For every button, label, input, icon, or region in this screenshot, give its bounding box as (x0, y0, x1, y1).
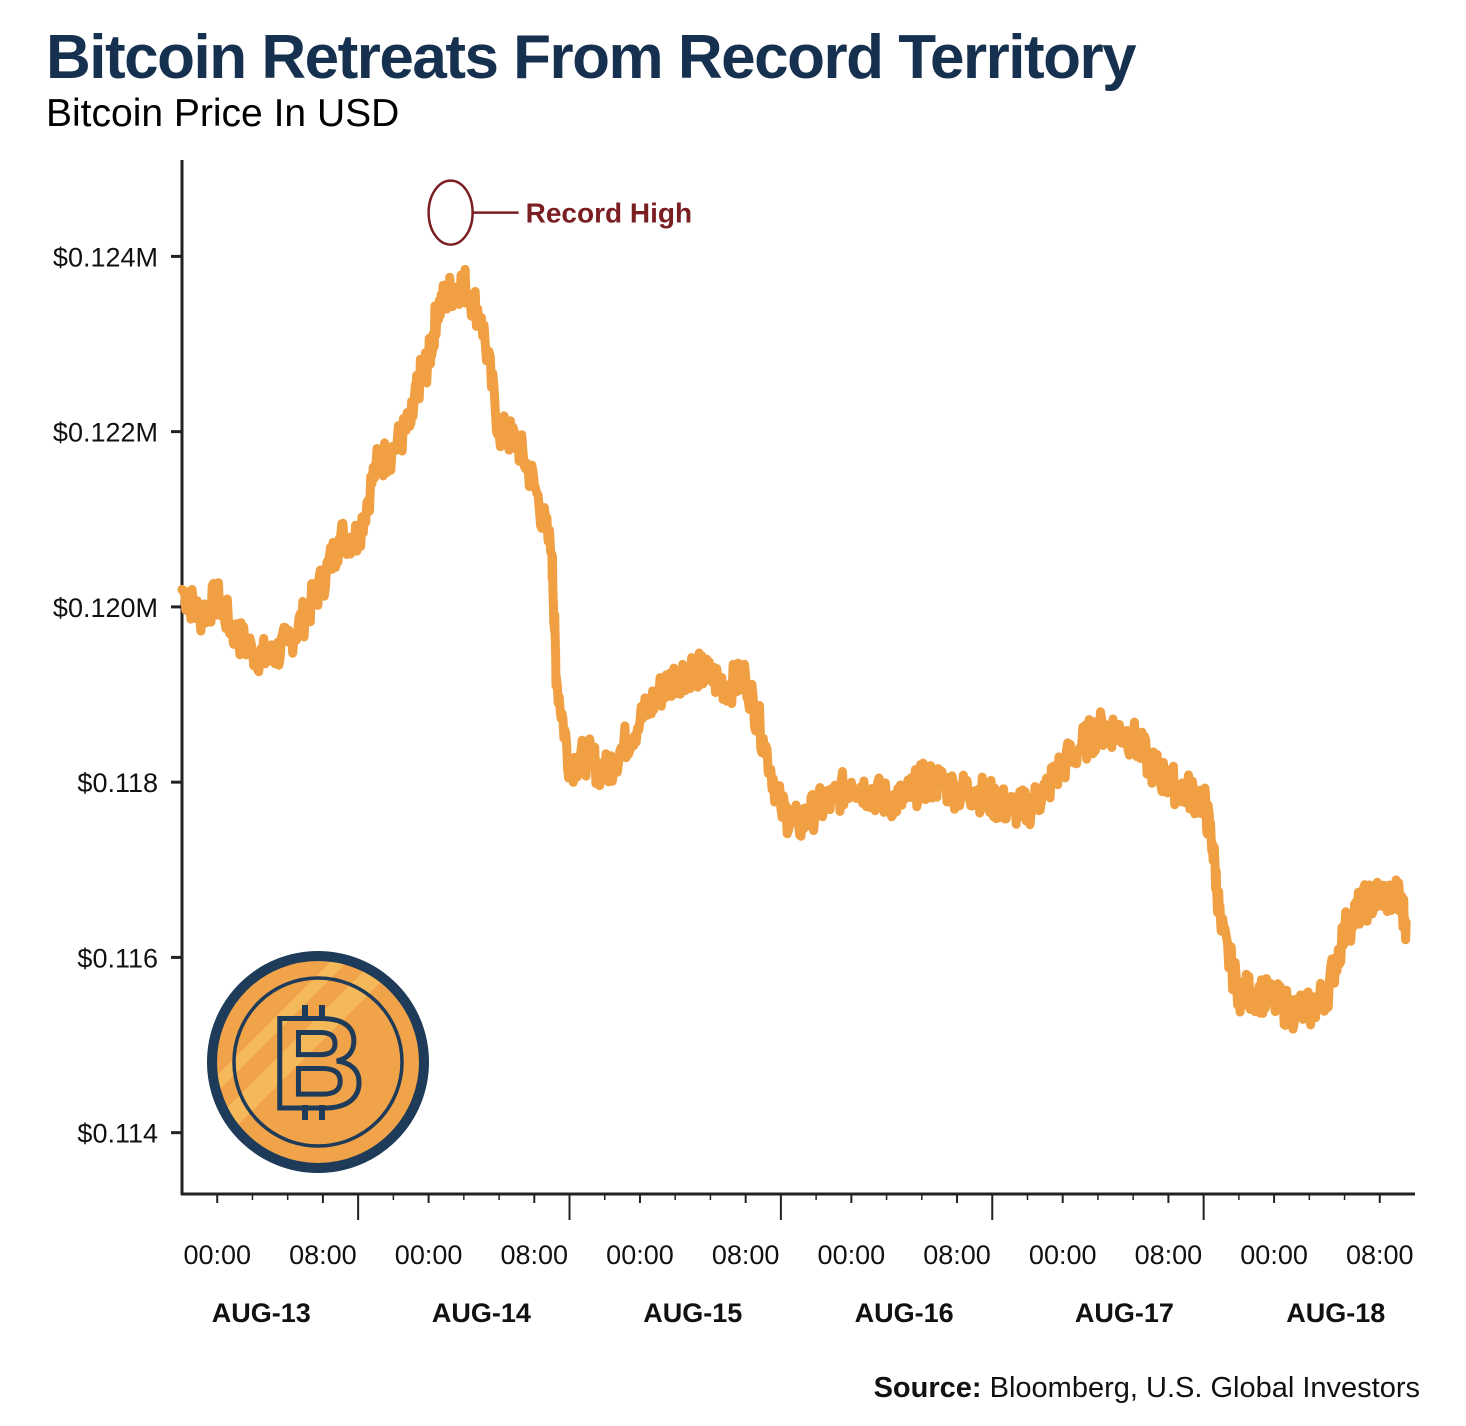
y-tick-label: $0.120M (53, 593, 158, 623)
x-axis-ticks: 00:00 08:00 00:00 08:00 00:00 08:00 00:00 08:00… (183, 1194, 1414, 1270)
source-note: Source: Bloomberg, U.S. Global Investors (874, 1372, 1420, 1405)
svg-text:B: B (271, 990, 365, 1136)
y-tick-label: $0.114 (77, 1119, 158, 1149)
source-label: Source: (873, 1372, 982, 1404)
x-tick-label: 00:00 (818, 1240, 886, 1270)
record-high-annotation: Record High (427, 179, 692, 246)
day-label: AUG-14 (432, 1298, 531, 1328)
x-axis-day-labels: AUG-13 AUG-14 AUG-15 AUG-16 AUG-17 AUG-18 (212, 1298, 1386, 1328)
chart-subtitle: Bitcoin Price In USD (46, 92, 400, 135)
y-tick-label: $0.116 (77, 943, 158, 973)
day-label: AUG-13 (212, 1298, 311, 1328)
x-tick-label: 00:00 (1240, 1240, 1308, 1270)
bitcoin-coin-icon: B (207, 951, 429, 1173)
y-tick-label: $0.124M (53, 242, 158, 272)
source-text: Bloomberg, U.S. Global Investors (989, 1372, 1420, 1404)
record-high-label: Record High (526, 198, 692, 229)
y-axis-ticks: $0.124M $0.122M $0.120M $0.118 $0.116 $0.114 (53, 242, 182, 1149)
y-tick-label: $0.118 (77, 768, 158, 798)
day-label: AUG-17 (1075, 1298, 1174, 1328)
bitcoin-price-line (177, 264, 1411, 1034)
x-tick-label: 08:00 (1135, 1240, 1203, 1270)
day-label: AUG-16 (855, 1298, 954, 1328)
day-label: AUG-18 (1286, 1298, 1385, 1328)
x-tick-label: 08:00 (289, 1240, 357, 1270)
x-tick-label: 00:00 (606, 1240, 674, 1270)
x-tick-label: 00:00 (1029, 1240, 1097, 1270)
y-tick-label: $0.122M (53, 418, 158, 448)
x-tick-label: 00:00 (183, 1240, 251, 1270)
chart-title: Bitcoin Retreats From Record Territory (46, 23, 1137, 92)
x-tick-label: 08:00 (1346, 1240, 1414, 1270)
x-tick-label: 00:00 (395, 1240, 463, 1270)
x-tick-label: 08:00 (500, 1240, 568, 1270)
day-label: AUG-15 (643, 1298, 742, 1328)
x-tick-label: 08:00 (923, 1240, 991, 1270)
record-high-marker (427, 179, 474, 246)
x-tick-label: 08:00 (712, 1240, 780, 1270)
